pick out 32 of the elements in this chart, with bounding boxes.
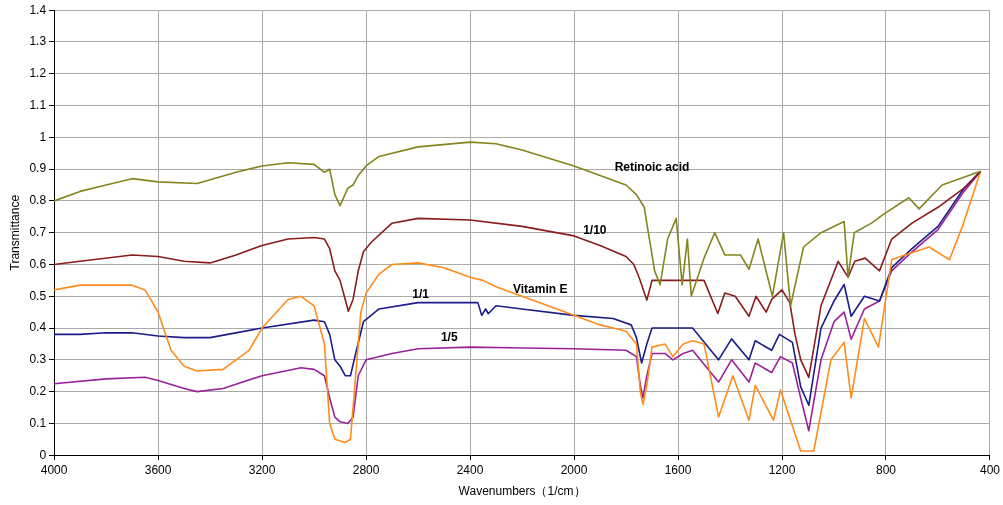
- y-tick-label: 0.7: [29, 225, 47, 240]
- y-tick-label: 0.8: [29, 193, 47, 208]
- y-tick-label: 0.4: [29, 320, 47, 335]
- y-tick-label: 0.2: [29, 383, 47, 398]
- series-label: 1/10: [583, 223, 607, 238]
- y-tick-label: 1.1: [29, 97, 47, 112]
- y-tick-label: 1.2: [29, 66, 47, 81]
- y-axis-title: Transmittance: [7, 194, 22, 271]
- y-tick-label: 0.9: [29, 161, 47, 176]
- x-tick-label: 4000: [40, 462, 68, 477]
- x-tick-label: 3600: [144, 462, 172, 477]
- y-tick-label: 0.5: [29, 288, 47, 303]
- x-tick-label: 2400: [456, 462, 484, 477]
- y-tick-label: 1.3: [29, 34, 47, 49]
- x-tick-label: 1200: [768, 462, 796, 477]
- x-tick-label: 800: [875, 462, 897, 477]
- x-tick-label: 2800: [352, 462, 380, 477]
- x-tick-label: 1600: [664, 462, 692, 477]
- y-tick-label: 0.1: [29, 415, 47, 430]
- x-axis-title: Wavenumbers（1/cm）: [458, 484, 586, 499]
- series-label: Retinoic acid: [614, 159, 690, 174]
- series-label: Vitamin E: [513, 282, 568, 297]
- y-tick-label: 0: [39, 447, 47, 462]
- x-tick-label: 3200: [248, 462, 276, 477]
- x-tick-label: 400: [979, 462, 1001, 477]
- y-tick-label: 0.6: [29, 256, 47, 271]
- y-tick-label: 0.3: [29, 352, 47, 367]
- series-label: 1/5: [440, 329, 458, 344]
- y-tick-label: 1: [39, 129, 47, 144]
- y-tick-label: 1.4: [29, 2, 47, 17]
- series-label: 1/1: [412, 286, 430, 301]
- x-tick-label: 2000: [560, 462, 588, 477]
